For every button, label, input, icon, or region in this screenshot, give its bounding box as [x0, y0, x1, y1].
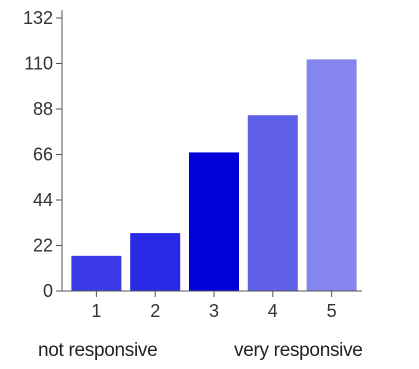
y-tick-label: 88: [33, 99, 53, 119]
bar-1: [71, 255, 122, 291]
x-tick-label: 2: [150, 301, 160, 321]
y-tick-label: 44: [33, 190, 53, 210]
x-axis: 1 2 3 4 5: [62, 290, 362, 321]
x-tick-label: 5: [327, 301, 337, 321]
y-axis: 0 22 44 66 88 110 132: [23, 8, 63, 301]
bar-5: [306, 59, 357, 292]
x-tick-label: 4: [268, 301, 278, 321]
y-tick-label: 0: [43, 281, 53, 301]
x-tick-label: 3: [209, 301, 219, 321]
x-tick-label: 1: [91, 301, 101, 321]
y-tick-label: 22: [33, 236, 53, 256]
scale-high-label: very responsive: [234, 340, 363, 361]
y-tick-label: 66: [33, 145, 53, 165]
bars: [71, 59, 357, 292]
bar-4: [247, 115, 298, 291]
scale-low-label: not responsive: [38, 340, 158, 361]
y-tick-label: 132: [23, 8, 53, 28]
bar-2: [130, 233, 181, 291]
y-tick-label: 110: [24, 54, 53, 74]
bar-3: [189, 152, 239, 291]
